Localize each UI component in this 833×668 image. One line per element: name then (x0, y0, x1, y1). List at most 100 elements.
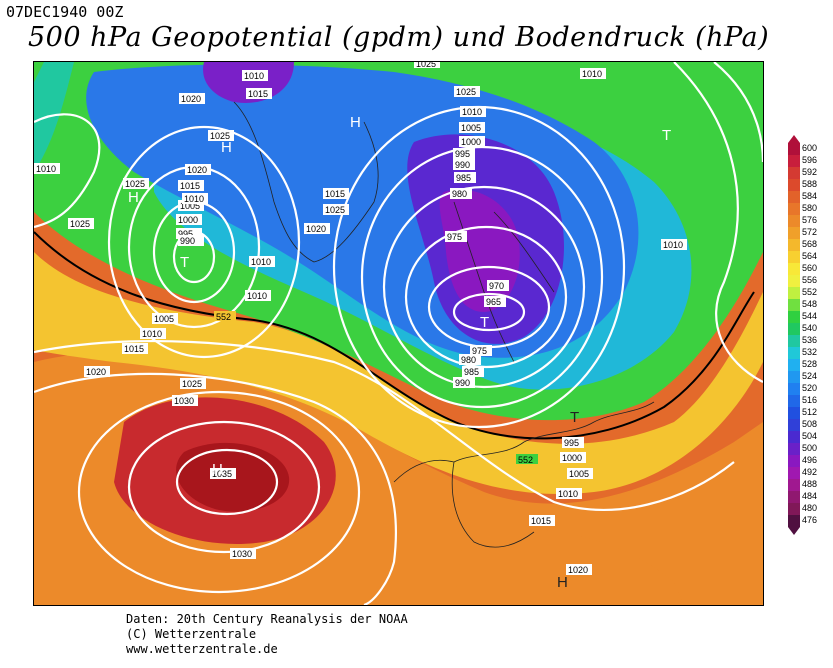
legend-label: 596 (802, 155, 817, 165)
legend-label: 592 (802, 167, 817, 177)
high-azores: H (212, 461, 223, 478)
credits: Daten: 20th Century Reanalysis der NOAA … (126, 612, 408, 657)
svg-text:1025: 1025 (325, 205, 345, 215)
svg-text:552: 552 (216, 312, 231, 322)
isobar-labels: 1035 1025 1030 1030 1020 1015 1010 1005 … (34, 62, 687, 575)
svg-text:985: 985 (456, 173, 471, 183)
legend-swatch (788, 203, 800, 215)
isobar-label: 1025 (454, 86, 480, 97)
legend-swatch (788, 275, 800, 287)
svg-text:975: 975 (447, 232, 462, 242)
legend-swatch (788, 179, 800, 191)
legend-label: 492 (802, 467, 817, 477)
svg-text:1015: 1015 (531, 516, 551, 526)
high-baffin: H (221, 139, 232, 156)
svg-text:1010: 1010 (184, 194, 204, 204)
isobar-label: 1005 (567, 468, 593, 479)
legend-swatch (788, 263, 800, 275)
legend-label: 488 (802, 479, 817, 489)
legend-label: 516 (802, 395, 817, 405)
legend-swatch (788, 479, 800, 491)
legend-swatch (788, 191, 800, 203)
isobar-label: 1010 (460, 106, 486, 117)
credit-url: www.wetterzentrale.de (126, 642, 278, 656)
svg-text:1020: 1020 (568, 565, 588, 575)
legend-label: 512 (802, 407, 817, 417)
svg-text:1025: 1025 (70, 219, 90, 229)
svg-text:1010: 1010 (244, 71, 264, 81)
isobar-label: 1010 (661, 239, 687, 250)
isobar-label: 1015 (178, 180, 204, 191)
isobar-label: 990 (453, 377, 475, 388)
isobar-label: 990 (453, 159, 475, 170)
legend-swatch (788, 515, 800, 527)
field-yellow-band (34, 252, 763, 494)
svg-text:1010: 1010 (142, 329, 162, 339)
isobar-label: 1000 (459, 136, 485, 147)
legend-swatch (788, 155, 800, 167)
legend-label: 532 (802, 347, 817, 357)
legend-swatch (788, 503, 800, 515)
svg-text:995: 995 (178, 229, 193, 239)
legend-swatch (788, 335, 800, 347)
legend-swatch (788, 467, 800, 479)
svg-text:1000: 1000 (178, 215, 198, 225)
svg-text:1010: 1010 (247, 291, 267, 301)
high-north-africa: H (557, 574, 568, 591)
isobar-label: 1010 (34, 163, 60, 174)
svg-text:1005: 1005 (569, 469, 589, 479)
tag-552-east: 552 (516, 454, 538, 465)
isobars (34, 62, 763, 605)
svg-text:1035: 1035 (212, 469, 232, 479)
legend-label: 508 (802, 419, 817, 429)
credit-copyright: (C) Wetterzentrale (126, 627, 257, 641)
isobar-label: 1000 (560, 452, 586, 463)
weather-map: 1035 1025 1030 1030 1020 1015 1010 1005 … (33, 61, 764, 606)
field-cyan-west (34, 62, 74, 172)
svg-text:1030: 1030 (232, 549, 252, 559)
coastline-scandinavia (453, 201, 555, 363)
isobar-label: 1020 (179, 93, 205, 104)
legend-label: 544 (802, 311, 817, 321)
isobar-label: 995 (562, 437, 584, 448)
legend-swatch (788, 395, 800, 407)
svg-text:985: 985 (464, 367, 479, 377)
isobar-label: 1025 (180, 378, 206, 389)
isobar-label: 1025 (123, 178, 149, 189)
legend-swatch (788, 251, 800, 263)
isobar-label: 1005 (459, 122, 485, 133)
low-russia: T (662, 127, 671, 144)
legend-label: 600 (802, 143, 817, 153)
svg-text:990: 990 (180, 236, 195, 246)
svg-text:1010: 1010 (582, 69, 602, 79)
legend-label: 496 (802, 455, 817, 465)
isobar-label: 990 (178, 235, 204, 246)
high-greenland: H (350, 114, 361, 131)
color-legend: 600 596 592 588 584 580 576 572 568 564 560 556 552 5… (785, 135, 831, 535)
isobar-label: 980 (450, 188, 472, 199)
svg-text:1020: 1020 (187, 165, 207, 175)
coastline-europe (393, 401, 655, 548)
legend-swatch (788, 239, 800, 251)
isobar-label: 1020 (304, 223, 330, 234)
credit-data-source: Daten: 20th Century Reanalysis der NOAA (126, 612, 408, 626)
legend-swatch (788, 227, 800, 239)
low-labrador: T (180, 254, 189, 271)
low-balkans: T (570, 409, 579, 426)
svg-text:1025: 1025 (456, 87, 476, 97)
legend-swatch (788, 167, 800, 179)
legend-swatch (788, 419, 800, 431)
svg-text:1000: 1000 (562, 453, 582, 463)
isobar-label: 1025 (414, 62, 440, 69)
legend-label: 484 (802, 491, 817, 501)
legend-label: 480 (802, 503, 817, 513)
legend-swatch (788, 323, 800, 335)
svg-text:1015: 1015 (325, 189, 345, 199)
svg-text:1020: 1020 (86, 367, 106, 377)
isobar-label: 1010 (182, 193, 208, 204)
legend-swatch (788, 287, 800, 299)
isobar-label: 1010 (249, 256, 275, 267)
svg-text:1010: 1010 (462, 107, 482, 117)
isobar-label: 995 (453, 148, 475, 159)
legend-label: 572 (802, 227, 817, 237)
